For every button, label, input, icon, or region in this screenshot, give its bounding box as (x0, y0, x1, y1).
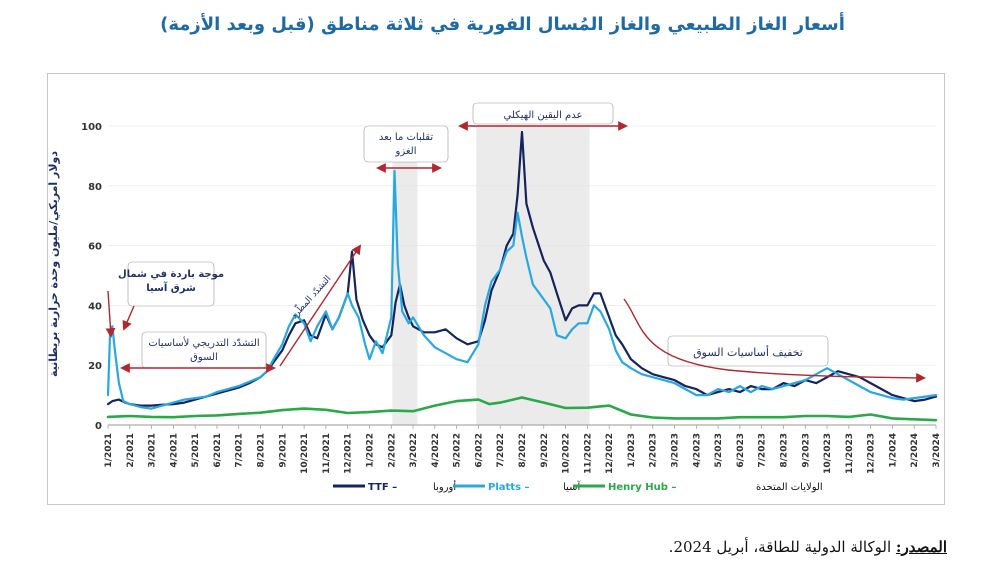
source-label: المصدر: (895, 538, 947, 556)
x-tick-label: 1/2022 (365, 433, 375, 468)
shaded-periods (392, 126, 590, 425)
x-tick-label: 6/2023 (736, 433, 746, 468)
source-note: المصدر: الوكالة الدولية للطاقة، أبريل 20… (669, 538, 947, 556)
y-tick-label: 80 (88, 182, 102, 193)
source-text: الوكالة الدولية للطاقة، أبريل 2024. (668, 538, 892, 556)
x-tick-label: 4/2022 (431, 433, 441, 468)
annotation-cold-wave: موجة باردة في شمال شرق آسيا (105, 261, 224, 338)
y-tick-label: 100 (81, 122, 102, 133)
x-tick-label: 4/2023 (692, 433, 702, 468)
y-axis-ticks: 0 20 40 60 80 100 (81, 122, 102, 432)
x-tick-label: 8/2023 (779, 433, 789, 468)
x-tick-label: 7/2021 (235, 433, 245, 468)
x-tick-label: 3/2022 (409, 433, 419, 468)
x-tick-label: 12/2022 (605, 433, 615, 474)
x-tick-label: 2/2024 (910, 433, 920, 468)
legend-item-ttf: TTF – أوروبا (333, 480, 456, 493)
x-tick-label: 8/2022 (518, 433, 528, 468)
x-tick-label: 10/2023 (823, 433, 833, 474)
x-tick-label: 3/2023 (671, 433, 681, 468)
annotation-easing: تخفيف أساسيات السوق (623, 298, 926, 383)
chart-frame: 0 20 40 60 80 100 1/2021 2/2021 3/2021 4/2021 5/2… (46, 73, 945, 505)
x-tick-label: 9/2023 (801, 433, 811, 468)
legend-henry-region: الولايات المتحدة (756, 482, 823, 493)
x-tick-label: 1/2023 (627, 433, 637, 468)
easing-arrow (623, 298, 926, 383)
legend-platts-region: آسيا (563, 480, 581, 493)
annotation-steady-tightening: التشدّد المطّرد (279, 244, 362, 367)
x-tick-label: 2/2021 (126, 433, 136, 468)
x-tick-label: 2/2023 (649, 433, 659, 468)
annotation-gradual-tightening: التشدّد التدريجي لأساسيات السوق (120, 331, 276, 373)
chart-title: أسعار الغاز الطبيعي والغاز المُسال الفور… (160, 14, 845, 35)
series-lines (106, 130, 938, 422)
legend-item-henry: Henry Hub – الولايات المتحدة (573, 482, 823, 493)
x-tick-label: 11/2022 (583, 433, 593, 474)
x-tick-label: 4/2021 (169, 433, 179, 468)
legend-ttf-label: TTF – (368, 482, 397, 493)
x-tick-label: 10/2022 (562, 433, 572, 474)
legend: TTF – أوروبا Platts – آسيا Henry Hub – ا… (333, 480, 823, 493)
shaded-period-1 (476, 126, 590, 425)
annotation-easing-text: تخفيف أساسيات السوق (693, 345, 803, 359)
x-tick-label: 5/2023 (714, 433, 724, 468)
annotation-post-invasion-text: تقلبات ما بعد الغزو (379, 132, 433, 157)
x-tick-label: 6/2021 (213, 433, 223, 468)
x-tick-label: 1/2021 (104, 433, 114, 468)
y-axis-label: دولار أمريكي/مليون وحدة حرارية بريطانية (48, 151, 60, 377)
x-tick-label: 7/2023 (758, 433, 768, 468)
annotation-post-invasion: تقلبات ما بعد الغزو (363, 125, 449, 173)
x-tick-label: 3/2024 (932, 433, 942, 468)
legend-henry-label: Henry Hub – (608, 482, 676, 493)
x-tick-label: 10/2021 (300, 433, 310, 474)
legend-platts-label: Platts – (488, 482, 530, 493)
steady-tightening-arrow (279, 244, 362, 367)
series-line-platts (106, 169, 938, 410)
y-tick-label: 60 (88, 242, 102, 253)
y-tick-label: 40 (88, 301, 102, 312)
x-tick-label: 3/2021 (148, 433, 158, 468)
x-tick-label: 5/2022 (453, 433, 463, 468)
x-tick-label: 11/2021 (322, 433, 332, 474)
x-tick-label: 11/2023 (845, 433, 855, 474)
x-tick-label: 9/2022 (540, 433, 550, 468)
annotation-structural-uncertainty: عدم اليقين الهيكلي (458, 102, 628, 131)
annotation-structural-uncertainty-text: عدم اليقين الهيكلي (504, 110, 583, 121)
annotation-cold-wave-text: موجة باردة في شمال شرق آسيا (118, 269, 224, 294)
y-tick-label: 0 (95, 421, 102, 432)
x-tick-label: 5/2021 (191, 433, 201, 468)
x-tick-label: 12/2023 (867, 433, 877, 474)
x-tick-label: 7/2022 (496, 433, 506, 468)
x-tick-label: 9/2021 (278, 433, 288, 468)
x-tick-label: 1/2024 (888, 433, 898, 468)
annotation-gradual-tightening-text: التشدّد التدريجي لأساسيات السوق (148, 336, 259, 363)
y-tick-label: 20 (88, 361, 102, 372)
cold-wave-arrow-1 (105, 290, 116, 338)
x-tick-label: 12/2021 (344, 433, 354, 474)
x-tick-label: 2/2022 (387, 433, 397, 468)
x-axis-ticks: 1/2021 2/2021 3/2021 4/2021 5/2021 6/2021 7/20… (104, 425, 942, 474)
legend-ttf-region: أوروبا (433, 480, 456, 493)
line-chart: 0 20 40 60 80 100 1/2021 2/2021 3/2021 4/2021 5/2… (46, 102, 942, 493)
series-line-henry (106, 396, 938, 422)
x-tick-label: 6/2022 (474, 433, 484, 468)
cold-wave-arrow-2 (122, 305, 135, 331)
legend-item-platts: Platts – آسيا (453, 480, 581, 493)
x-tick-label: 8/2021 (257, 433, 267, 468)
shaded-period-0 (392, 126, 418, 425)
